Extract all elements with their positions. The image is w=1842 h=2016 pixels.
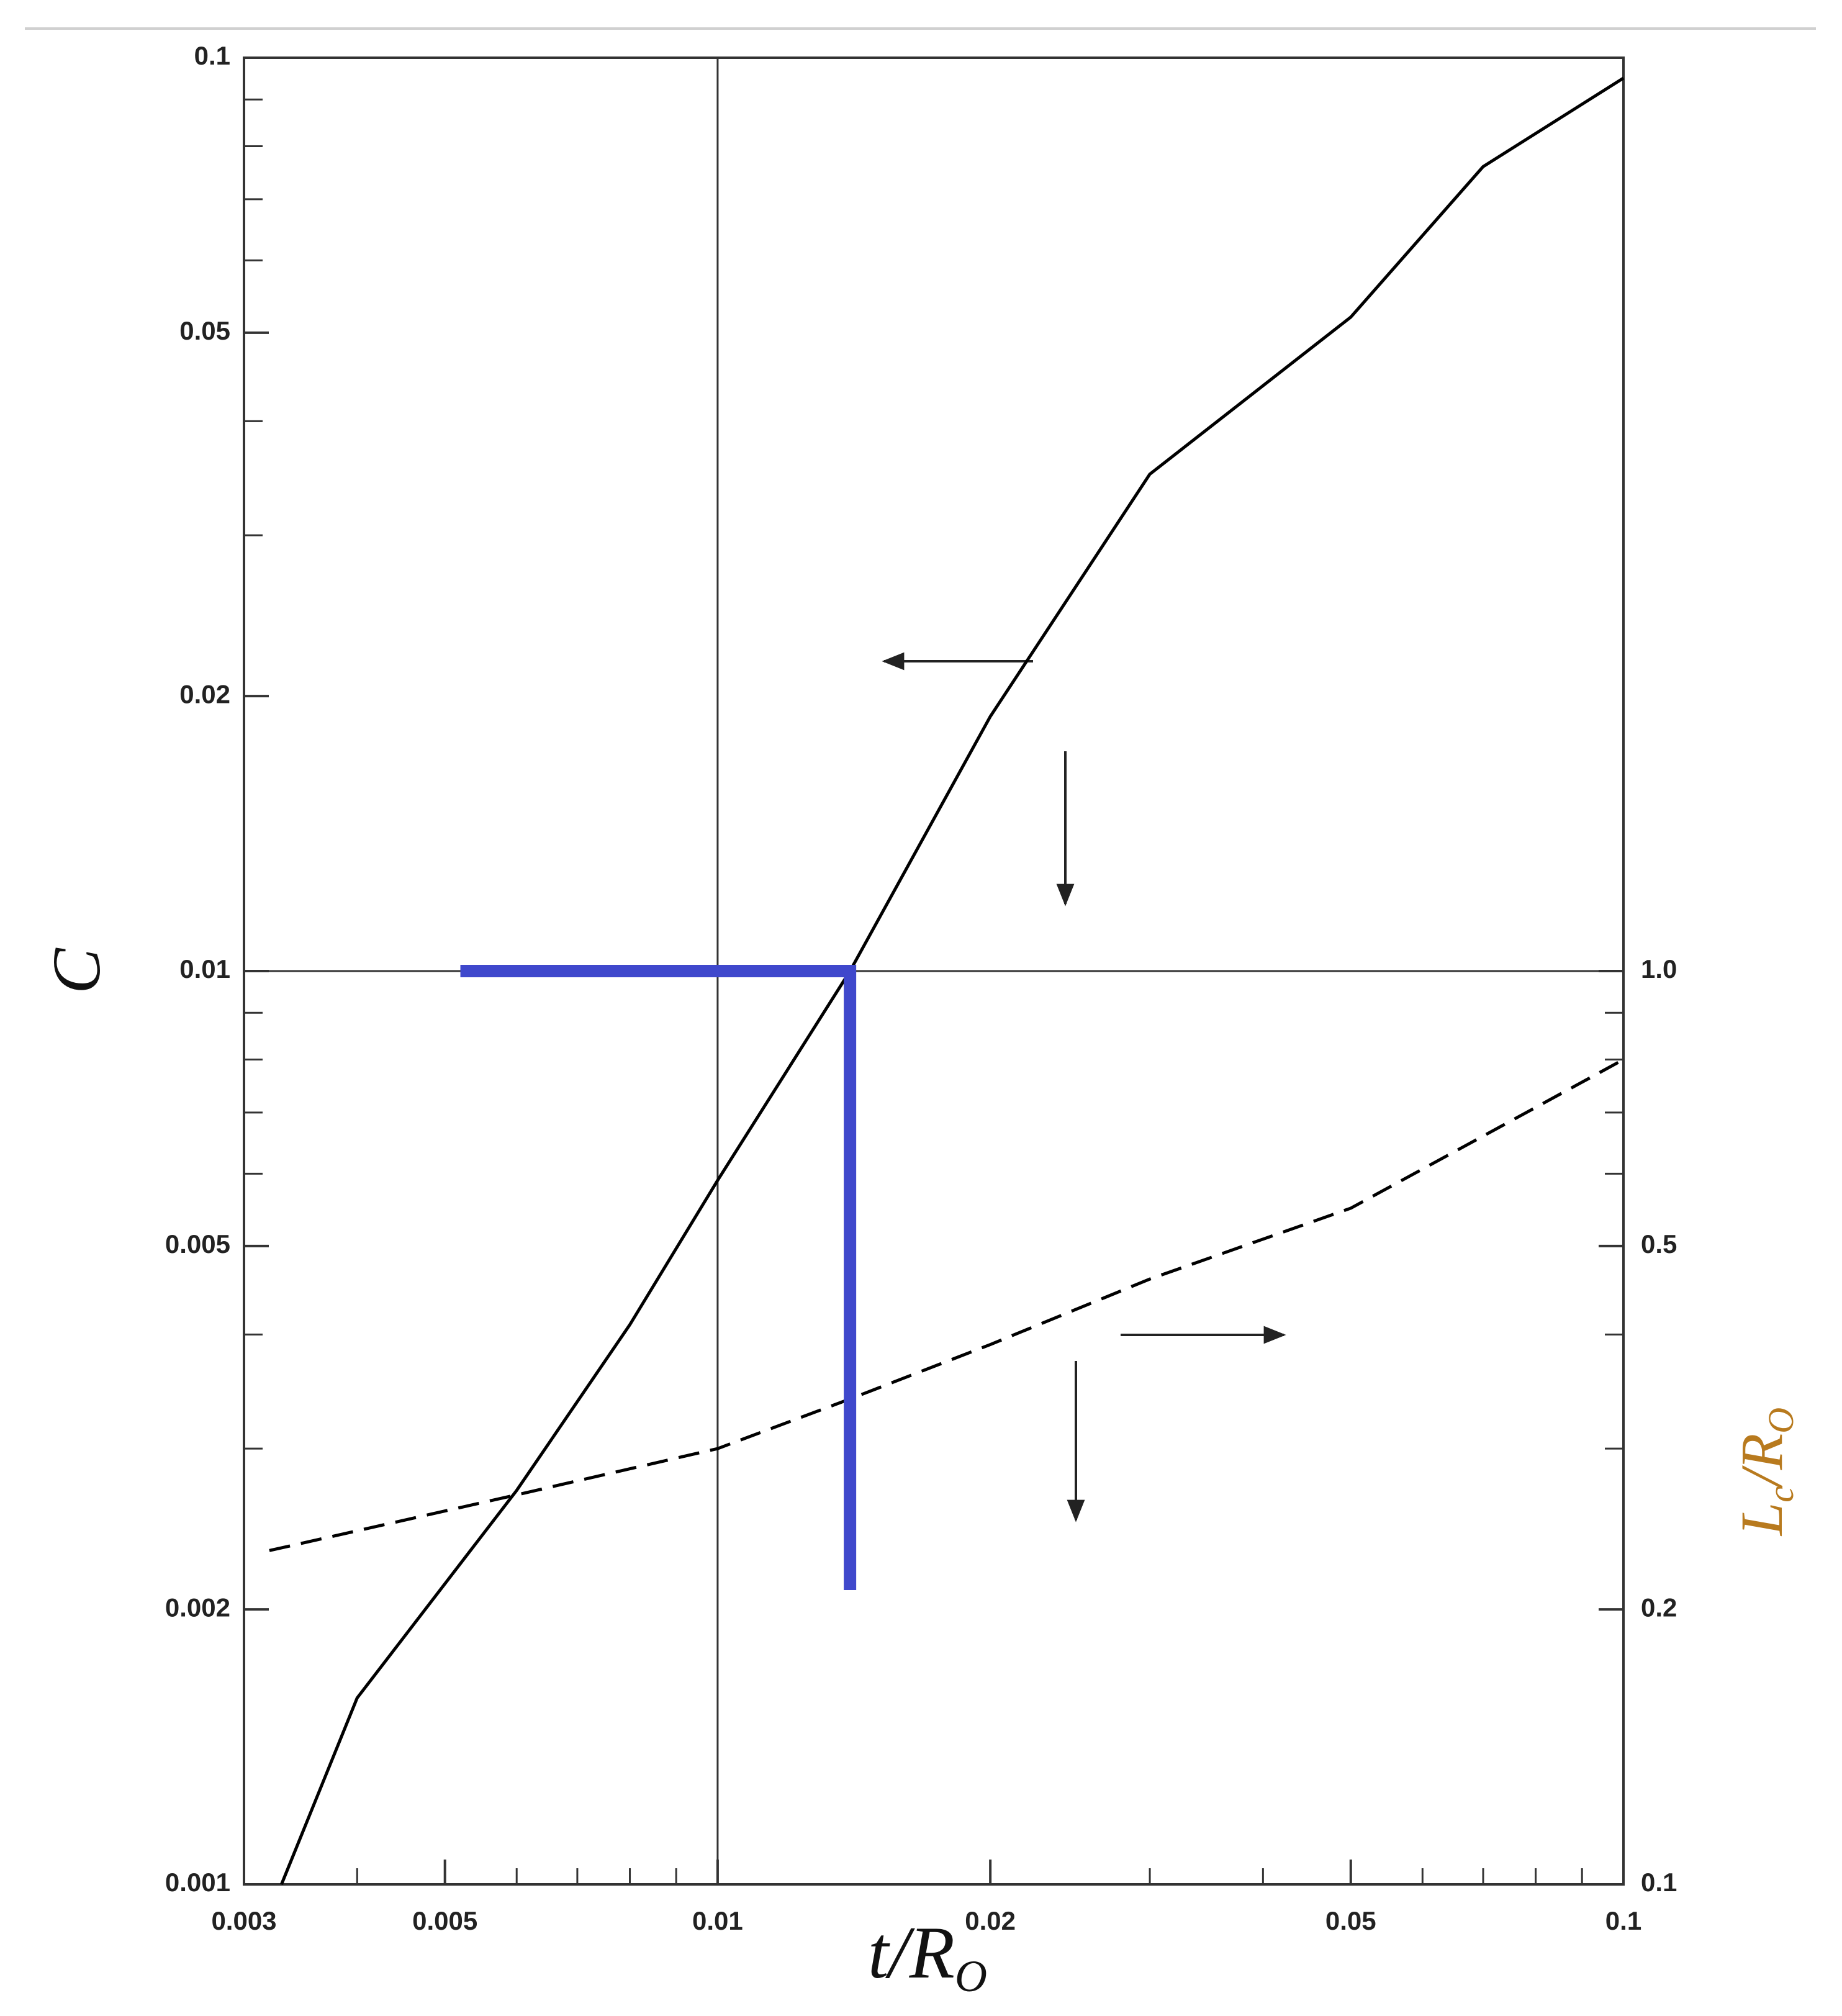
guide-line xyxy=(460,965,857,1591)
series-line xyxy=(280,76,1625,1885)
series-line xyxy=(269,1058,1625,1552)
x-tick-label: 0.02 xyxy=(965,1906,1016,1935)
x-tick-label: 0.003 xyxy=(211,1906,276,1935)
y2-tick-label: 0.2 xyxy=(1641,1593,1677,1622)
y-axis-label: C xyxy=(38,947,114,994)
y2-axis-label-part: c xyxy=(1761,1486,1801,1503)
y2-tick-label: 0.1 xyxy=(1641,1868,1677,1897)
y-tick-label: 0.005 xyxy=(165,1229,230,1259)
y2-axis-label: Lc/RO xyxy=(1728,1408,1801,1537)
y-tick-label: 0.02 xyxy=(179,679,230,708)
x-axis-label-main: t/R xyxy=(868,1911,955,1994)
y2-axis-label-part: /R xyxy=(1728,1434,1795,1489)
x-tick-label: 0.01 xyxy=(692,1906,743,1935)
y2-axis-label-part: L xyxy=(1728,1503,1795,1537)
y-tick-label: 0.1 xyxy=(194,41,230,70)
x-tick-label: 0.1 xyxy=(1605,1906,1641,1935)
y2-axis-label-part: O xyxy=(1761,1408,1801,1434)
y-tick-label: 0.05 xyxy=(179,316,230,345)
x-tick-label: 0.005 xyxy=(412,1906,477,1935)
y2-tick-label: 0.5 xyxy=(1641,1229,1677,1259)
y-tick-label: 0.01 xyxy=(179,954,230,983)
x-axis-label-sub: O xyxy=(955,1951,987,2001)
y-tick-label: 0.001 xyxy=(165,1868,230,1897)
y-tick-label: 0.002 xyxy=(165,1593,230,1622)
x-axis-label: t/RO xyxy=(868,1911,987,2001)
y2-tick-label: 1.0 xyxy=(1641,954,1677,983)
x-tick-label: 0.05 xyxy=(1325,1906,1376,1935)
